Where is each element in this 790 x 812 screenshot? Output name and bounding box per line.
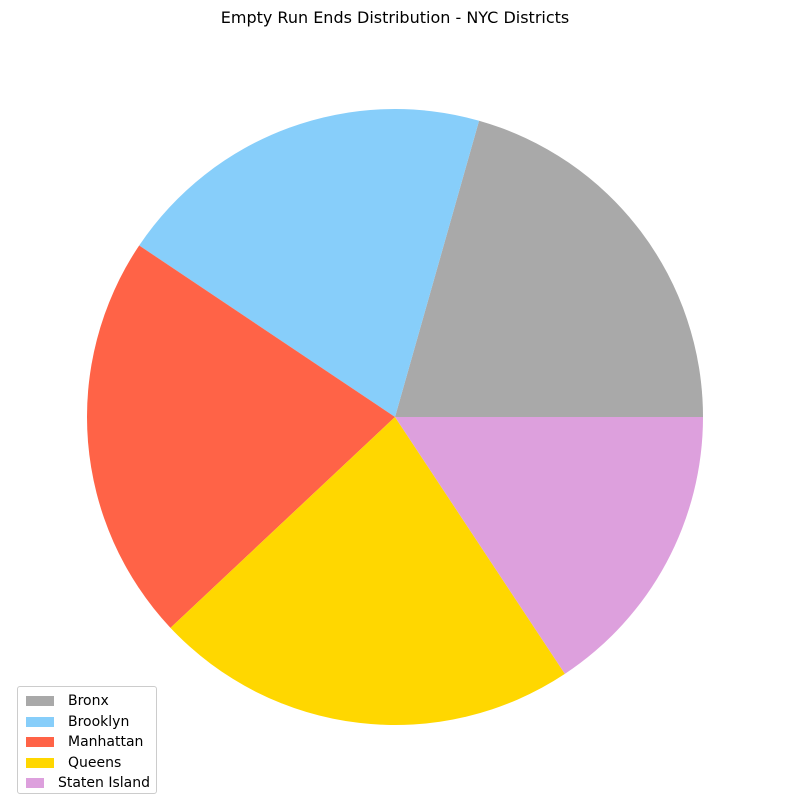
legend-label: Manhattan [68, 734, 144, 751]
legend-item: Bronx [24, 691, 150, 712]
pie-slice-manhattan [86, 245, 396, 628]
pie-slice-staten-island [395, 417, 703, 674]
pie-slice-queens [170, 417, 565, 725]
legend-swatch [26, 737, 54, 748]
pie-slice-brooklyn [139, 109, 480, 417]
legend-label: Staten Island [57, 775, 150, 792]
legend-label: Queens [68, 754, 122, 771]
legend-label: Brooklyn [68, 713, 130, 730]
legend-swatch [26, 778, 44, 789]
legend-item: Queens [24, 753, 150, 774]
legend-swatch [26, 757, 54, 768]
chart-title: Empty Run Ends Distribution - NYC Distri… [220, 8, 570, 27]
legend-swatch [26, 716, 54, 727]
pie-slice-bronx [395, 120, 703, 417]
legend-item: Manhattan [24, 732, 150, 753]
legend-swatch [26, 696, 54, 707]
legend-item: Staten Island [24, 773, 150, 794]
legend-item: Brooklyn [24, 712, 150, 733]
legend-label: Bronx [68, 693, 109, 710]
legend: Bronx Brooklyn Manhattan Queens Staten Islan… [17, 686, 157, 794]
